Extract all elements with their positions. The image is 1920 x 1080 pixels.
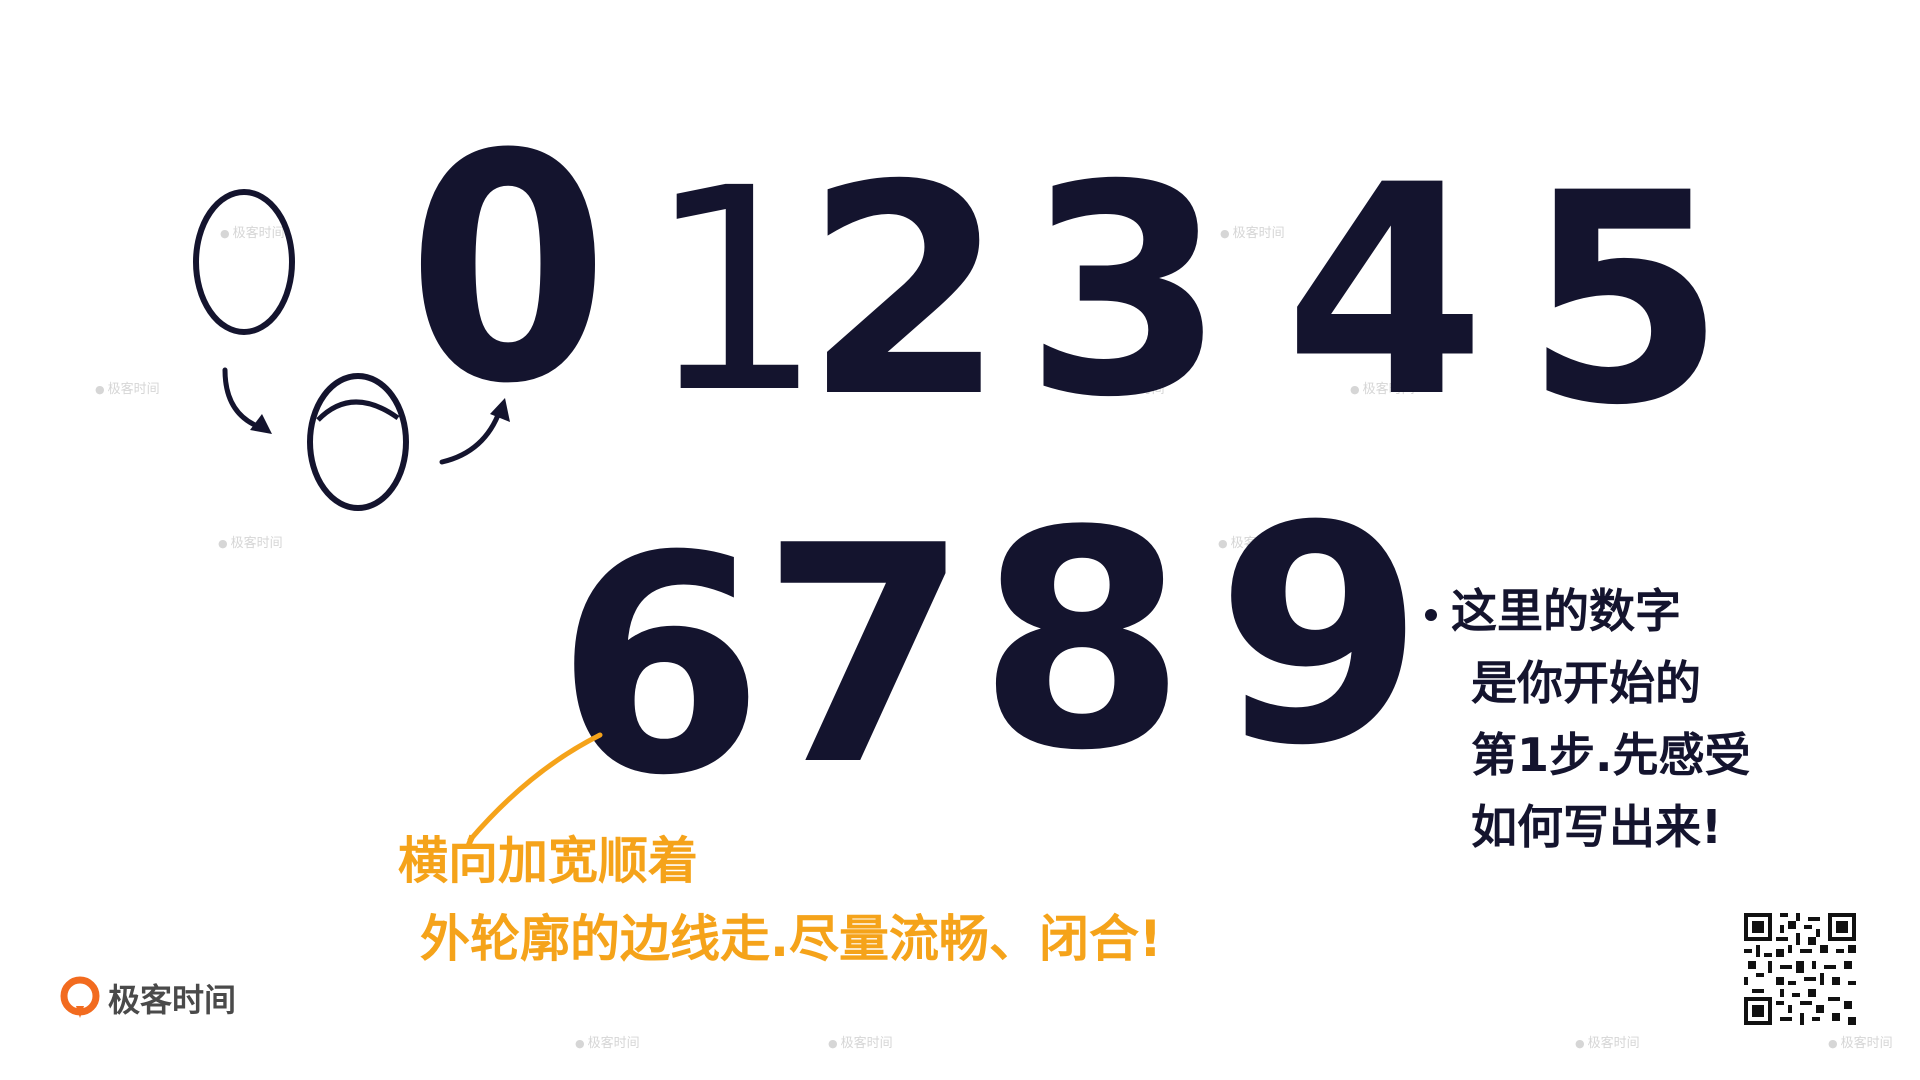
qr-code-icon	[1744, 913, 1856, 1025]
digit-7: 7	[761, 482, 970, 831]
watermark: 极客时间	[220, 222, 285, 241]
logo-text: 极客时间	[108, 981, 237, 1019]
watermark: 极客时间	[575, 1032, 640, 1051]
watermark: 极客时间	[218, 532, 283, 551]
digit-1: 1	[646, 129, 824, 455]
orange-annotation-line-1: 横向加宽顺着	[398, 832, 698, 890]
watermark: 极客时间	[828, 1032, 893, 1051]
digit-6: 6	[556, 492, 765, 841]
digit-3: 3	[1024, 124, 1226, 461]
digit-9: 9	[1216, 462, 1425, 811]
logo-mark-icon	[60, 976, 100, 1018]
black-annotation-line-4: 如何写出来!	[1471, 800, 1722, 854]
digit-5: 5	[1524, 132, 1726, 469]
watermark: 极客时间	[1218, 532, 1283, 551]
digit-4: 4	[1284, 124, 1486, 461]
black-annotation: 这里的数字 是你开始的 第1步.先感受 如何写出来!	[1425, 575, 1750, 863]
orange-annotation: 横向加宽顺着 外轮廓的边线走.尽量流畅、闭合!	[398, 822, 1162, 978]
digit-0: 0	[407, 88, 609, 452]
brand-logo: 极客时间	[60, 975, 236, 1021]
black-annotation-line-3: 第1步.先感受	[1471, 728, 1751, 782]
watermark: 极客时间	[1220, 222, 1285, 241]
arrow-curve-icon	[439, 407, 503, 465]
sketch-wide-oval	[307, 373, 409, 511]
sketch-inner-curve	[316, 399, 400, 422]
sketch-thin-oval	[193, 189, 295, 335]
digit-2: 2	[804, 124, 1006, 461]
arrow-curve-icon	[222, 367, 265, 431]
digit-8: 8	[978, 467, 1187, 816]
watermark: 极客时间	[95, 378, 160, 397]
watermark: 极客时间	[1575, 1032, 1640, 1051]
black-annotation-line-1: 这里的数字	[1425, 575, 1750, 647]
black-annotation-line-2: 是你开始的	[1471, 656, 1701, 710]
arrow-head-icon	[250, 414, 272, 434]
orange-annotation-line-2: 外轮廓的边线走.尽量流畅、闭合!	[420, 910, 1162, 968]
watermark: 极客时间	[1100, 378, 1165, 397]
arrow-head-icon	[490, 398, 510, 422]
bullet-icon	[1425, 608, 1437, 621]
watermark: 极客时间	[1828, 1032, 1893, 1051]
watermark: 极客时间	[1350, 378, 1415, 397]
annotation-pointer-line	[467, 732, 603, 843]
